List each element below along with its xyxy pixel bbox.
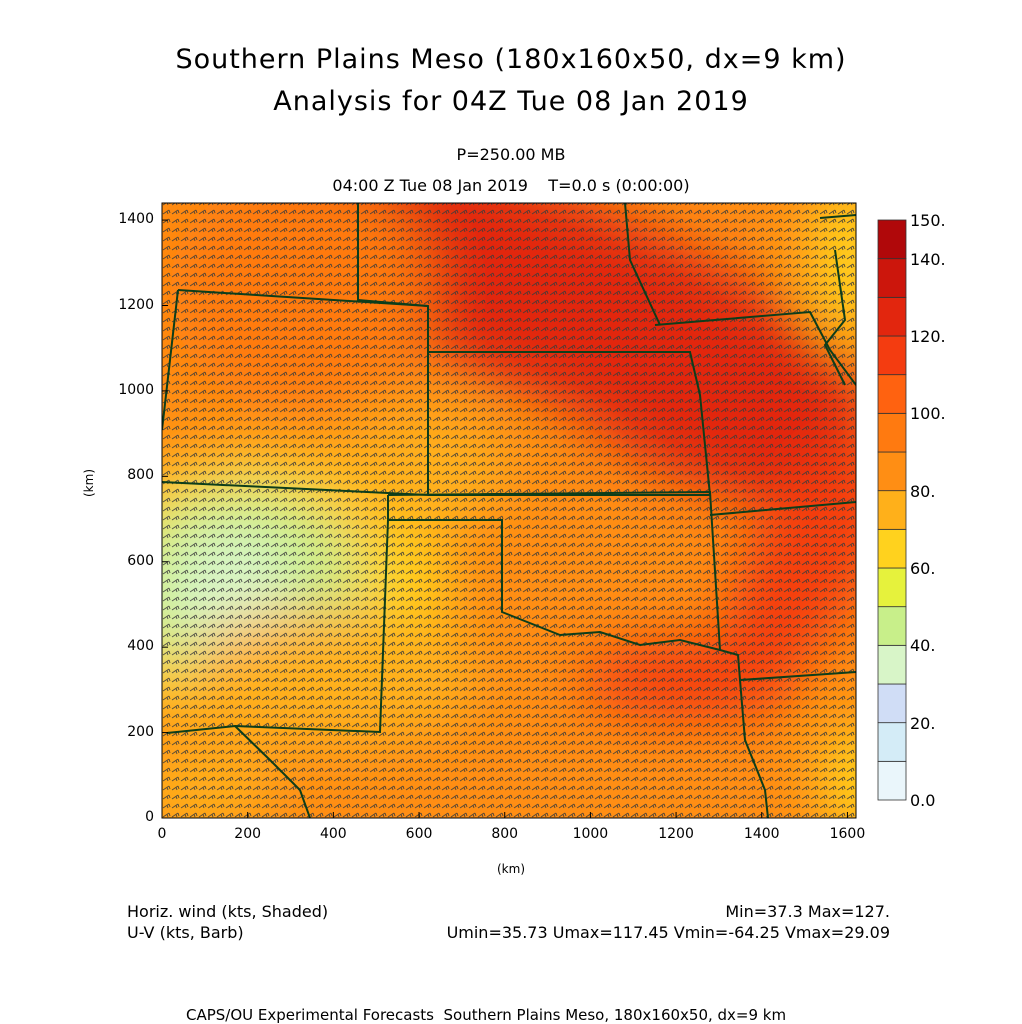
y-tick-label: 1400 — [118, 211, 154, 228]
title-line-1: Southern Plains Meso (180x160x50, dx=9 k… — [175, 44, 847, 75]
colorbar-swatch — [877, 567, 907, 608]
colorbar-swatch — [877, 451, 907, 492]
colorbar-label: 150. — [910, 211, 946, 230]
level-label: P=250.00 MB — [456, 145, 566, 164]
state-borders — [162, 203, 856, 818]
x-ticks — [161, 812, 848, 818]
y-tick-label: 1000 — [118, 381, 154, 398]
colorbar-swatch — [877, 606, 907, 646]
legend-minmax: Min=37.3 Max=127. — [725, 902, 890, 921]
colorbar-swatch — [877, 722, 907, 762]
y-tick-label: 1200 — [118, 296, 154, 313]
colorbar-label: 140. — [910, 249, 946, 269]
wind-barbs — [162, 203, 856, 818]
y-tick-label: 200 — [127, 723, 154, 740]
footer-credit: CAPS/OU Experimental Forecasts Southern … — [186, 1006, 787, 1024]
title-line-2: Analysis for 04Z Tue 08 Jan 2019 — [273, 86, 749, 117]
colorbar-swatch — [877, 683, 907, 724]
colorbar-swatch — [877, 258, 907, 298]
x-tick-label: 1600 — [829, 826, 866, 842]
x-tick-label: 400 — [319, 826, 347, 842]
x-tick-label: 1200 — [658, 826, 694, 842]
legend-shaded: Horiz. wind (kts, Shaded) — [127, 902, 329, 921]
legend-uv-stats: Umin=35.73 Umax=117.45 Vmin=-64.25 Vmax=… — [446, 923, 890, 942]
colorbar-swatch — [877, 760, 907, 801]
colorbar-swatch — [877, 412, 907, 453]
colorbar-label: 20. — [910, 713, 936, 733]
colorbar-label: 120. — [910, 327, 946, 346]
legend-barb: U-V (kts, Barb) — [127, 923, 244, 942]
y-ticks — [162, 219, 168, 819]
x-tick-label: 800 — [491, 826, 519, 842]
colorbar-label: 80. — [910, 481, 936, 501]
colorbar-label: 60. — [910, 559, 936, 578]
x-tick-label: 0 — [157, 826, 167, 842]
plot-frame — [161, 202, 857, 819]
colorbar-label: 40. — [910, 636, 936, 656]
y-tick-label: 0 — [145, 809, 154, 825]
y-tick-label: 800 — [127, 467, 154, 484]
x-tick-label: 200 — [234, 826, 262, 842]
colorbar-swatch — [877, 528, 907, 569]
colorbar-swatch — [877, 644, 907, 685]
colorbar-swatch — [877, 374, 907, 414]
colorbar — [877, 219, 907, 801]
colorbar-swatch — [877, 335, 907, 376]
colorbar-label: 100. — [910, 404, 946, 424]
colorbar-label: 0.0 — [910, 791, 936, 810]
x-tick-label: 1400 — [743, 826, 780, 842]
y-tick-label: 400 — [127, 638, 154, 655]
time-label: 04:00 Z Tue 08 Jan 2019 T=0.0 s (0:00:00… — [332, 176, 690, 195]
x-tick-label: 1000 — [572, 826, 609, 842]
colorbar-swatch — [877, 219, 907, 260]
wind-speed-shading — [162, 203, 856, 818]
x-tick-label: 600 — [405, 826, 433, 842]
y-axis-label: (km) — [82, 468, 96, 497]
colorbar-swatch — [877, 296, 907, 337]
y-tick-label: 600 — [127, 552, 154, 569]
colorbar-swatch — [877, 490, 907, 530]
x-axis-label: (km) — [497, 862, 526, 876]
